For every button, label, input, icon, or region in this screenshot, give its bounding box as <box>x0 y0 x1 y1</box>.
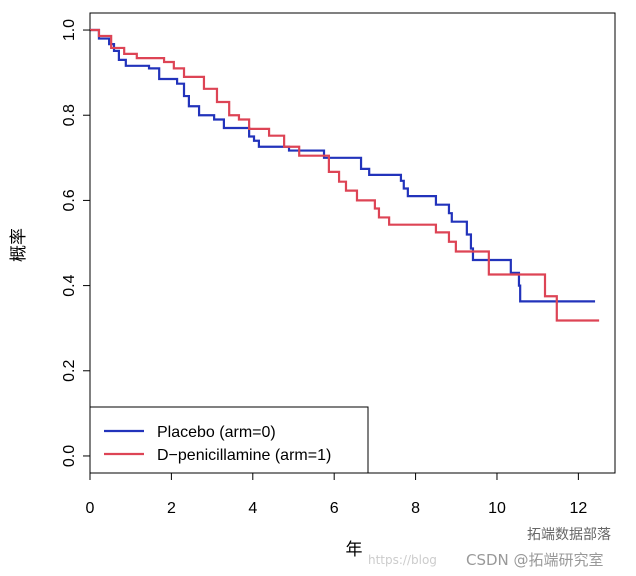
plot-frame <box>89 12 616 474</box>
watermark-url: https://blog <box>368 553 437 567</box>
curves <box>90 28 600 322</box>
legend-label-placebo: Placebo (arm=0) <box>157 424 276 441</box>
x-axis: 0 2 4 6 8 10 12 <box>86 472 587 517</box>
y-tick-label: 0.0 <box>61 445 78 467</box>
legend-label-dpen: D−penicillamine (arm=1) <box>157 447 331 464</box>
x-tick-label: 0 <box>86 500 95 517</box>
y-tick-label: 0.4 <box>61 274 78 296</box>
watermark-wechat: 拓端数据部落 <box>527 527 611 543</box>
x-tick-label: 8 <box>411 500 420 517</box>
legend: Placebo (arm=0) D−penicillamine (arm=1) <box>89 406 369 474</box>
x-tick-label: 6 <box>330 500 339 517</box>
y-tick-label: 0.6 <box>61 189 78 211</box>
x-tick-label: 10 <box>488 500 506 517</box>
series-line-0 <box>90 28 596 303</box>
y-tick-label: 0.8 <box>61 104 78 126</box>
series-line-1 <box>90 28 600 322</box>
y-tick-label: 0.2 <box>61 360 78 382</box>
legend-box <box>89 406 369 474</box>
y-axis-label: 概率 <box>9 228 29 262</box>
watermark-csdn: CSDN @拓端研究室 <box>466 551 604 569</box>
x-tick-label: 2 <box>167 500 176 517</box>
x-tick-label: 12 <box>569 500 587 517</box>
x-tick-label: 4 <box>248 500 257 517</box>
y-axis: 0.0 0.2 0.4 0.6 0.8 1.0 <box>61 19 91 467</box>
x-axis-label: 年 <box>346 540 363 560</box>
y-tick-label: 1.0 <box>61 19 78 41</box>
